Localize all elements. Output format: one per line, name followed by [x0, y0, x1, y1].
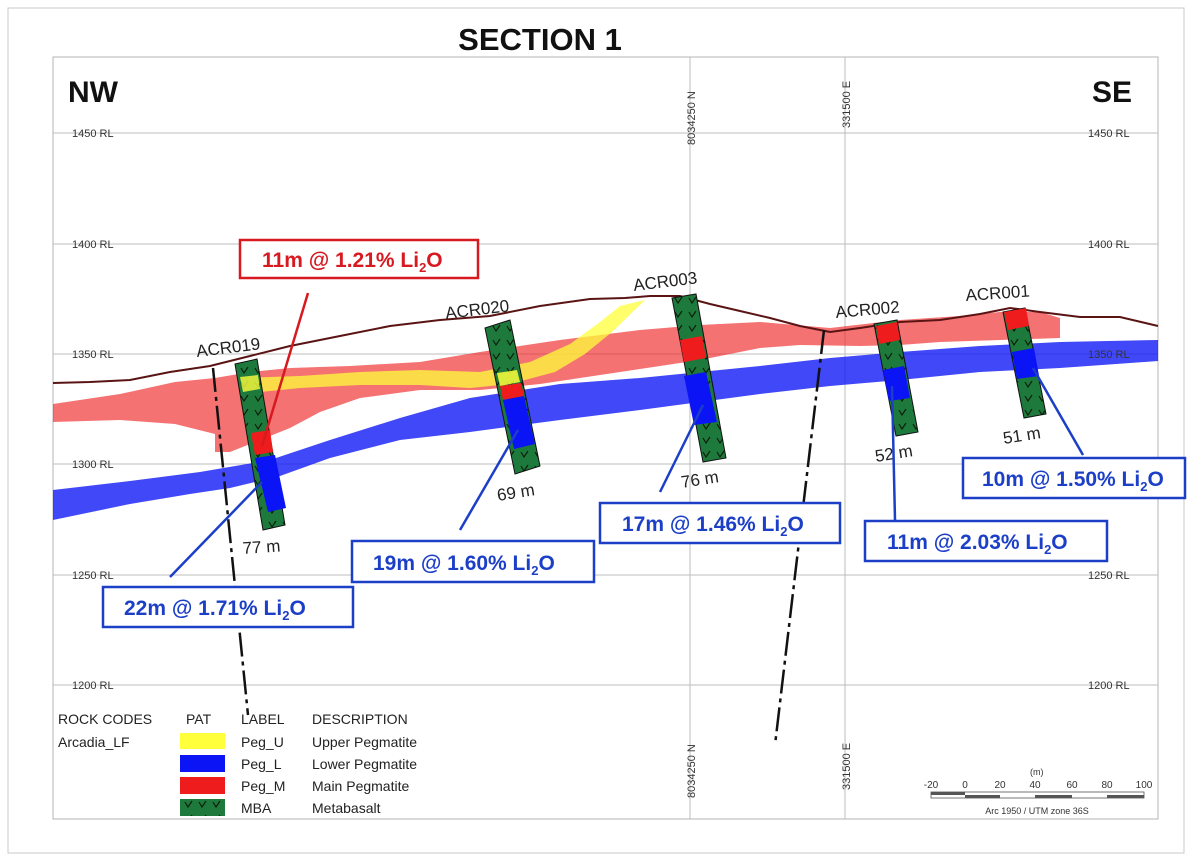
scale-tick-80: 80 — [1101, 780, 1113, 791]
main-pegmatite-body — [53, 312, 1060, 452]
callout-text: 10m @ 1.50% Li — [982, 468, 1140, 491]
scale-tick-0: 0 — [962, 780, 968, 791]
legend-desc-main-pegmatite: Main Pegmatite — [312, 778, 409, 794]
svg-text:11m @ 2.03% Li2O: 11m @ 2.03% Li2O — [887, 531, 1068, 557]
legend-rock-code: Arcadia_LF — [58, 734, 130, 750]
drillhole-acr001 — [1002, 307, 1047, 419]
scale-tick-20: 20 — [994, 780, 1006, 791]
rl-label-left-1450: 1450 RL — [72, 128, 114, 140]
svg-text:17m @ 1.46% Li2O: 17m @ 1.46% Li2O — [622, 513, 804, 539]
legend-label-peg-m: Peg_M — [241, 778, 285, 794]
scale-tick-40: 40 — [1029, 780, 1041, 791]
northing-label-bottom: 8034250 N — [686, 744, 698, 798]
svg-text:10m @ 1.50% Li2O: 10m @ 1.50% Li2O — [982, 468, 1164, 494]
callout-tail: O — [289, 597, 305, 620]
legend-swatch-upper-pegmatite — [180, 733, 225, 749]
drillhole-depth-acr019: 77 m — [242, 536, 281, 558]
northing-label-top: 8034250 N — [686, 91, 698, 145]
legend-label-mba: MBA — [241, 800, 272, 816]
legend-swatch-metabasalt — [180, 799, 225, 816]
legend: ROCK CODES PAT LABEL DESCRIPTION Arcadia… — [58, 711, 417, 816]
callout-subscript: 2 — [419, 260, 426, 275]
callout-text: 11m @ 1.21% Li — [262, 249, 419, 272]
scale-bar: (m) -20 0 20 40 60 80 100 Arc 1950 / UTM… — [924, 767, 1153, 816]
legend-header-rock-codes: ROCK CODES — [58, 711, 152, 727]
callout-acr002: 11m @ 2.03% Li2O — [863, 519, 1109, 563]
topography-line — [52, 295, 1159, 384]
direction-se: SE — [1092, 76, 1132, 109]
rl-label-right-1250: 1250 RL — [1088, 570, 1130, 582]
callout-tail: O — [1147, 468, 1163, 491]
svg-text:22m @ 1.71% Li2O: 22m @ 1.71% Li2O — [124, 597, 306, 623]
rl-label-left-1300: 1300 RL — [72, 459, 114, 471]
legend-label-peg-u: Peg_U — [241, 734, 284, 750]
fault-line-west — [211, 367, 250, 716]
callout-subscript: 2 — [1044, 542, 1051, 557]
section-title: SECTION 1 — [458, 22, 622, 57]
drillhole-acr002 — [873, 319, 919, 437]
scale-tick-100: 100 — [1136, 780, 1153, 791]
callout-text: 17m @ 1.46% Li — [622, 513, 780, 536]
scale-tick-60: 60 — [1066, 780, 1078, 791]
rl-label-right-1400: 1400 RL — [1088, 239, 1130, 251]
callout-text: 22m @ 1.71% Li — [124, 597, 282, 620]
legend-swatch-main-pegmatite — [180, 777, 225, 794]
callout-tail: O — [1051, 531, 1067, 554]
callout-text: 19m @ 1.60% Li — [373, 552, 531, 575]
drillhole-acr003 — [671, 293, 727, 463]
scale-unit: (m) — [1030, 767, 1044, 777]
callout-acr020: 19m @ 1.60% Li2O — [350, 539, 596, 584]
legend-header-pat: PAT — [186, 711, 212, 727]
easting-label-bottom: 331500 E — [841, 743, 853, 790]
rl-label-left-1200: 1200 RL — [72, 680, 114, 692]
legend-desc-lower-pegmatite: Lower Pegmatite — [312, 756, 417, 772]
callout-subscript: 2 — [1140, 479, 1147, 494]
callout-tail: O — [787, 513, 803, 536]
legend-swatch-lower-pegmatite — [180, 755, 225, 772]
direction-nw: NW — [68, 76, 119, 109]
callout-acr019-main: 11m @ 1.21% Li2O — [238, 238, 480, 280]
legend-desc-metabasalt: Metabasalt — [312, 800, 381, 816]
svg-text:11m @ 1.21% Li2O: 11m @ 1.21% Li2O — [262, 249, 443, 275]
callout-tail: O — [538, 552, 554, 575]
rl-label-left-1250: 1250 RL — [72, 570, 114, 582]
drillhole-acr019 — [234, 358, 286, 531]
legend-label-peg-l: Peg_L — [241, 756, 282, 772]
callout-tail: O — [426, 249, 442, 272]
easting-label-top: 331500 E — [841, 81, 853, 128]
callout-acr019-lower: 22m @ 1.71% Li2O — [101, 585, 355, 629]
rl-label-right-1450: 1450 RL — [1088, 128, 1130, 140]
rl-label-left-1350: 1350 RL — [72, 349, 114, 361]
drillhole-label-acr001: ACR001 — [965, 282, 1030, 305]
callout-subscript: 2 — [282, 608, 289, 623]
svg-text:19m @ 1.60% Li2O: 19m @ 1.60% Li2O — [373, 552, 555, 578]
lower-pegmatite-body — [53, 340, 1158, 520]
callout-leaders — [169, 292, 1085, 578]
legend-desc-upper-pegmatite: Upper Pegmatite — [312, 734, 417, 750]
legend-header-description: DESCRIPTION — [312, 711, 408, 727]
callout-text: 11m @ 2.03% Li — [887, 531, 1044, 554]
rl-label-right-1350: 1350 RL — [1088, 349, 1130, 361]
callout-subscript: 2 — [531, 563, 538, 578]
callout-acr001: 10m @ 1.50% Li2O — [961, 456, 1187, 500]
scale-tick--20: -20 — [924, 780, 939, 791]
rl-label-right-1200: 1200 RL — [1088, 680, 1130, 692]
callout-subscript: 2 — [780, 524, 787, 539]
drillhole-acr020 — [484, 319, 541, 475]
scale-projection: Arc 1950 / UTM zone 36S — [985, 806, 1089, 816]
rl-label-left-1400: 1400 RL — [72, 239, 114, 251]
upper-pegmatite-body — [240, 300, 645, 394]
callout-acr003: 17m @ 1.46% Li2O — [598, 501, 842, 545]
legend-header-label: LABEL — [241, 711, 285, 727]
